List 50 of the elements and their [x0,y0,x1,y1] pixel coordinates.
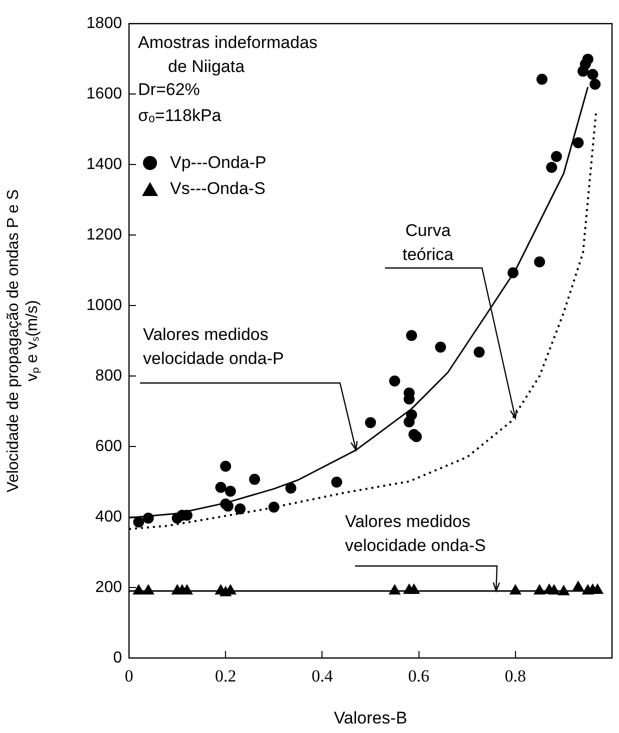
point [285,482,296,494]
legend-label: Vp---Onda-P [170,152,266,174]
y-tick-label: 400 [95,508,122,526]
annotation: Valores medidos velocidade onda-P [143,325,284,368]
point [410,431,422,442]
point [365,417,376,428]
annotation: σₒ=118kPa [138,106,222,125]
point [572,581,584,592]
point [536,74,548,85]
point [435,342,446,353]
point [546,162,558,173]
y-tick-label: 600 [95,438,122,455]
annotation: Curva teórica [402,221,454,264]
y-tick-label: 1200 [86,226,122,244]
x-tick-label: 0.2 [214,666,236,686]
y-tick-label: 1600 [86,85,122,102]
y-tick-label: 1800 [86,15,122,32]
y-tick-label: 1000 [86,296,122,314]
legend-label: Vs---Onda-S [170,178,266,200]
point [572,137,584,148]
annotation: Amostras indeformadas de Niigata [138,33,318,76]
point [268,502,280,513]
x-tick-label: 0.8 [504,666,526,686]
point [389,375,400,386]
y-axis-title: Velocidade de propagação de ondas P e S vₚ e vₛ(m/s) [5,189,42,492]
point [474,346,485,358]
point [224,486,236,497]
point [220,460,232,472]
point [249,474,260,485]
point [550,150,562,162]
point [133,516,144,528]
annotation: Valores medidos velocidade onda-S [345,512,486,555]
point [404,416,415,428]
y-tick-label: 1400 [86,156,122,173]
x-tick-label: 0.6 [408,666,430,686]
annotation: Dr=62% [138,80,200,99]
point [590,78,601,90]
point [406,330,418,342]
point [578,66,589,77]
point [331,476,342,488]
x-axis-title: Valores-B [334,708,408,728]
point [534,256,546,268]
point [587,68,598,80]
y-tick-label: 800 [95,367,122,384]
y-tick-label: 200 [95,578,122,596]
point [215,482,226,493]
x-tick-label: 0.4 [312,666,334,686]
y-tick-label: 0 [113,649,122,666]
point [234,503,246,514]
point [582,54,594,65]
